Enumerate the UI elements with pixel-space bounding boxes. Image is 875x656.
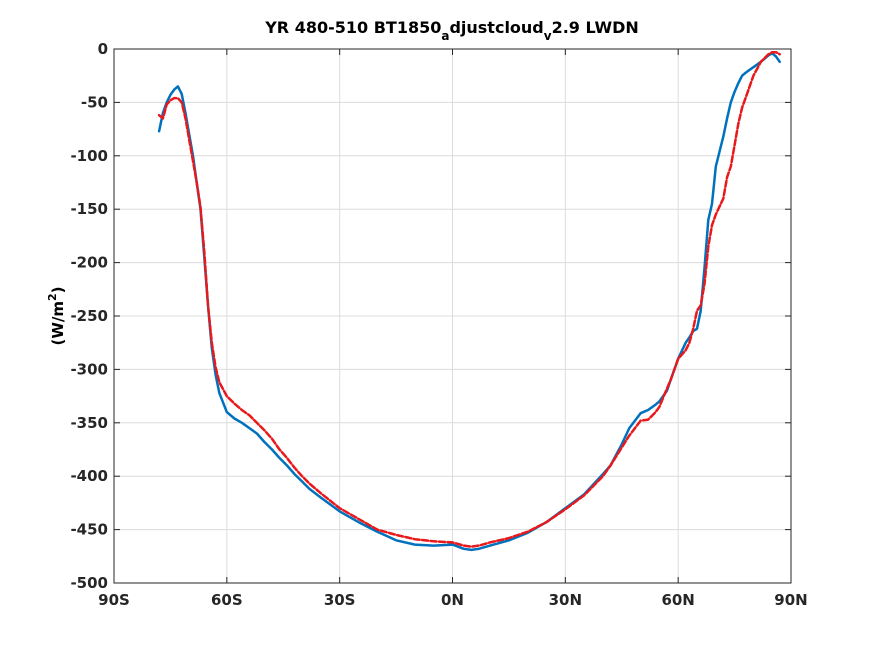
y-tick-label: -200 xyxy=(70,254,108,272)
x-tick-label: 0N xyxy=(441,591,464,609)
title-subscript-v: v xyxy=(544,29,552,43)
x-tick-label: 30N xyxy=(549,591,582,609)
y-tick-label: -400 xyxy=(70,467,108,485)
y-ticks: 0 -50 -100 -150 -200 -250 -300 -350 -400 -450 -500 xyxy=(70,40,791,592)
series-line-2 xyxy=(157,50,781,548)
title-part-1: YR 480-510 BT1850 xyxy=(264,18,441,37)
ylabel-base: (W/m xyxy=(49,301,67,346)
x-tick-label: 90N xyxy=(774,591,807,609)
y-tick-label: -350 xyxy=(70,414,108,432)
x-tick-label: 90S xyxy=(98,591,130,609)
y-tick-label: -50 xyxy=(81,93,108,111)
chart-title: YR 480-510 BT1850adjustcloudv2.9 LWDN xyxy=(264,18,639,43)
x-ticks: 90S 60S 30S 0N 30N 60N 90N xyxy=(98,49,808,609)
y-tick-label: -500 xyxy=(70,574,108,592)
x-tick-label: 30S xyxy=(324,591,356,609)
y-tick-label: 0 xyxy=(98,40,108,58)
y-axis-label: (W/m2) xyxy=(46,286,67,345)
y-tick-label: -250 xyxy=(70,307,108,325)
ylabel-close: ) xyxy=(49,286,67,293)
y-tick-label: -100 xyxy=(70,147,108,165)
series-layer xyxy=(157,50,781,552)
x-tick-label: 60N xyxy=(661,591,694,609)
title-subscript-a: a xyxy=(441,29,449,43)
x-tick-label: 60S xyxy=(211,591,243,609)
title-part-2: djustcloud xyxy=(449,18,543,37)
title-part-3: 2.9 LWDN xyxy=(552,18,639,37)
y-tick-label: -150 xyxy=(70,200,108,218)
y-tick-label: -300 xyxy=(70,360,108,378)
ylabel-superscript: 2 xyxy=(46,293,59,301)
y-tick-label: -450 xyxy=(70,521,108,539)
